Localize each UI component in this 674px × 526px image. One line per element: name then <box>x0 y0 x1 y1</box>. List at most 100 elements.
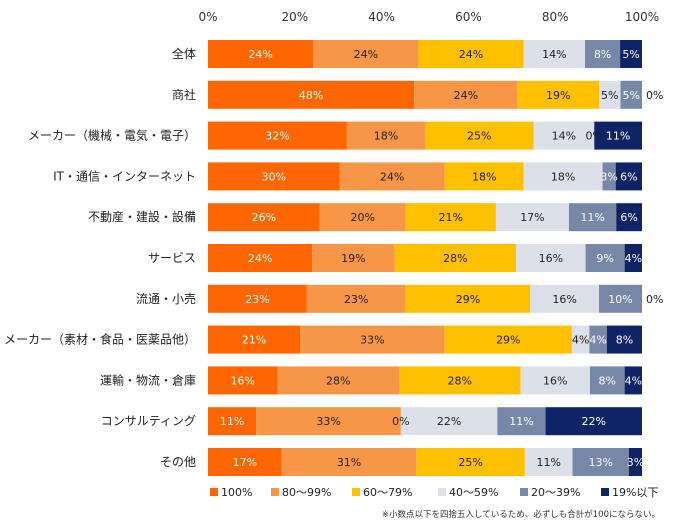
x-axis-ticks: 0% 20% 40% 60% 80% 100% <box>198 10 659 24</box>
bar-value-label: 18% <box>472 170 496 183</box>
x-tick-label: 20% <box>281 10 308 24</box>
bar-value-label: 16% <box>543 374 567 387</box>
bar-value-label: 23% <box>245 293 269 306</box>
bar-segment <box>624 244 642 272</box>
category-label: メーカー（素材・食品・医薬品他） <box>4 332 196 347</box>
bar-value-label: 22% <box>437 415 461 428</box>
bar-value-label: 29% <box>496 334 520 347</box>
bar-segment <box>589 325 607 354</box>
bar-value-label: 0% <box>646 293 663 306</box>
bar-segment <box>405 284 531 313</box>
bar-value-label: 28% <box>443 252 467 265</box>
bar-value-label: 33% <box>360 334 384 347</box>
bar-value-label: 11% <box>509 415 533 428</box>
bar-value-label: 4% <box>625 374 642 387</box>
bar-value-label: 20% <box>350 211 374 224</box>
bar-segment <box>599 80 621 109</box>
bar-value-label: 11% <box>580 211 604 224</box>
bar-value-label: 48% <box>299 89 323 102</box>
bar-value-label: 24% <box>354 48 378 61</box>
bar-segment <box>208 40 314 68</box>
bar-value-label: 23% <box>344 293 368 306</box>
bar-segment <box>339 162 445 191</box>
legend-label: 40～59% <box>449 486 498 499</box>
bar-value-label: 33% <box>316 415 340 428</box>
bar-value-label: 32% <box>265 130 289 143</box>
bar-segment <box>615 162 642 191</box>
bar-value-label: 31% <box>337 456 361 469</box>
bar-segment <box>497 407 546 436</box>
bar-value-label: 21% <box>439 211 463 224</box>
bar-value-label: 8% <box>616 334 633 347</box>
bar-segment <box>585 244 625 272</box>
legend-label: 60～79% <box>363 486 412 499</box>
bar-value-label: 4% <box>572 334 589 347</box>
category-label: 運輸・物流・倉庫 <box>100 372 196 387</box>
legend: 100% 80～99% 60～79% 40～59% 20～39% 19%以下 <box>210 486 658 499</box>
bar-segment <box>568 203 617 232</box>
bar-value-label: 3% <box>600 170 617 183</box>
legend-label: 20～39% <box>531 486 580 499</box>
bar-segment <box>516 244 586 272</box>
bar-segment <box>616 203 642 232</box>
bar-segment <box>394 244 517 272</box>
x-tick-label: 40% <box>368 10 395 24</box>
x-tick-label: 60% <box>455 10 482 24</box>
bar-segment <box>530 284 600 313</box>
bar-value-label: 18% <box>551 170 575 183</box>
bar-value-label: 11% <box>536 456 560 469</box>
bar-segment <box>208 325 301 354</box>
bar-segment <box>208 284 307 313</box>
bar-value-label: 8% <box>594 48 611 61</box>
bar-value-label: 16% <box>230 374 254 387</box>
bar-segment <box>533 121 595 150</box>
x-tick-label: 100% <box>625 10 659 24</box>
bar-segment <box>414 80 518 109</box>
bar-segment <box>624 366 642 395</box>
bar-value-label: 30% <box>262 170 286 183</box>
bar-segment <box>256 407 401 436</box>
category-label: IT・通信・インターネット <box>53 169 196 183</box>
bar-segment <box>346 121 425 150</box>
bar-segment <box>306 284 406 313</box>
category-label: サービス <box>148 251 196 265</box>
bar-segment <box>418 40 524 68</box>
bar-value-label: 25% <box>458 456 482 469</box>
bar-value-label: 28% <box>326 374 350 387</box>
bar-value-label: 13% <box>589 456 613 469</box>
bar-segment <box>545 407 642 436</box>
bar-segment <box>425 121 534 150</box>
bar-segment <box>400 407 498 436</box>
bar-segment <box>523 40 586 68</box>
bar-segment <box>208 121 347 150</box>
bar-value-label: 0% <box>586 130 603 143</box>
bar-value-label: 0% <box>392 415 409 428</box>
bar-value-label: 0% <box>646 89 663 102</box>
bar-segment <box>620 80 642 109</box>
bar-value-label: 16% <box>552 293 576 306</box>
category-label: コンサルティング <box>101 414 196 428</box>
bar-value-label: 5% <box>622 48 639 61</box>
bar-value-label: 6% <box>620 211 637 224</box>
category-label: 全体 <box>172 46 196 61</box>
bar-value-label: 8% <box>599 374 616 387</box>
x-tick-label: 0% <box>198 10 217 24</box>
legend-label: 19%以下 <box>612 486 658 499</box>
legend-swatch <box>438 488 446 496</box>
bar-segment <box>208 162 340 191</box>
bar-value-label: 16% <box>539 252 563 265</box>
bar-segment <box>524 448 573 476</box>
x-tick-label: 80% <box>542 10 569 24</box>
bar-value-label: 28% <box>447 374 471 387</box>
bar-value-label: 4% <box>625 252 642 265</box>
bar-segment <box>319 203 406 232</box>
bar-value-label: 6% <box>620 170 637 183</box>
legend-swatch <box>352 488 360 496</box>
bar-value-label: 3% <box>627 456 644 469</box>
bar-segment <box>208 244 313 272</box>
bar-value-label: 22% <box>582 415 606 428</box>
legend-swatch <box>520 488 528 496</box>
bar-value-label: 14% <box>542 48 566 61</box>
bar-value-label: 17% <box>520 211 544 224</box>
